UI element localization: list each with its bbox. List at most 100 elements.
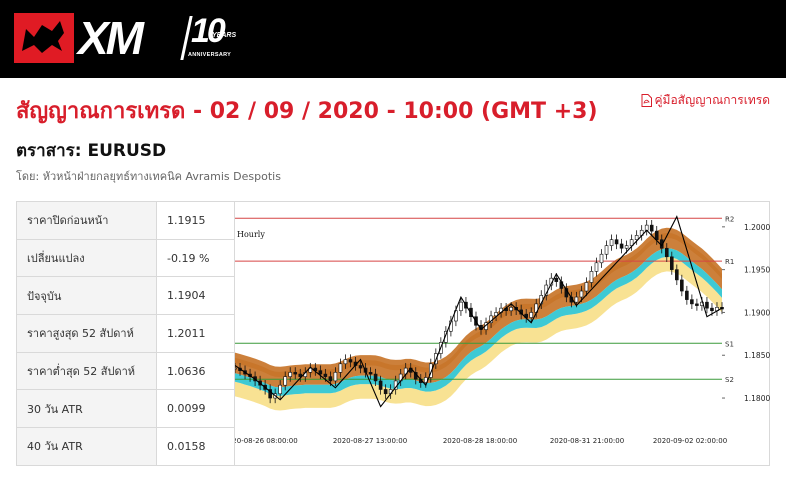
anniversary-years: YEARS bbox=[212, 32, 237, 39]
level-label-r1: R1 bbox=[725, 258, 734, 266]
candle-body bbox=[444, 330, 448, 343]
candle-body bbox=[705, 301, 709, 309]
stat-label: 40 วัน ATR bbox=[16, 427, 157, 466]
candle-body bbox=[338, 363, 343, 373]
stats-row: ราคาปิดก่อนหน้า 1.1915 bbox=[16, 201, 235, 240]
anniversary-label: ANNIVERSARY bbox=[188, 52, 232, 58]
candle-body bbox=[589, 271, 594, 283]
page-title: สัญญาณการเทรด - 02 / 09 / 2020 - 10:00 (… bbox=[16, 99, 598, 124]
candle-body bbox=[268, 389, 272, 399]
candle-body bbox=[348, 359, 353, 363]
x-tick-label: 20-08-26 08:00:00 bbox=[235, 437, 298, 445]
candle-body bbox=[554, 277, 559, 282]
trading-guide-label: คู่มือสัญญาณการเทรด bbox=[654, 93, 771, 107]
candle-body bbox=[308, 367, 313, 373]
candle-body bbox=[599, 253, 604, 264]
candle-body bbox=[383, 389, 388, 395]
candle-body bbox=[429, 363, 433, 378]
stats-row: ราคาสูงสุด 52 สัปดาห์ 1.2011 bbox=[16, 314, 235, 353]
level-label-r2: R2 bbox=[725, 215, 734, 223]
timeframe-label: Hourly bbox=[237, 230, 265, 239]
candle-body bbox=[594, 262, 599, 272]
x-tick-label: 2020-08-28 18:00:00 bbox=[443, 437, 517, 445]
candle-body bbox=[579, 290, 584, 298]
stat-value: 1.1904 bbox=[156, 276, 235, 316]
candle-body bbox=[574, 296, 579, 303]
cloud-yellow-band bbox=[235, 256, 722, 411]
stats-row: 40 วัน ATR 0.0158 bbox=[16, 427, 235, 466]
candle-body bbox=[690, 299, 694, 305]
y-tick-label: 1.1900 bbox=[744, 308, 770, 317]
candle-body bbox=[680, 279, 684, 292]
x-tick-label: 2020-08-27 13:00:00 bbox=[333, 437, 407, 445]
stats-table: ราคาปิดก่อนหน้า 1.1915 เปลี่ยนแปลง -0.19 %… bbox=[16, 201, 235, 466]
trading-guide-link[interactable]: คู่มือสัญญาณการเทรด bbox=[641, 91, 771, 110]
candle-body bbox=[378, 380, 383, 390]
stat-label: ราคาต่ำสุด 52 สัปดาห์ bbox=[16, 351, 157, 391]
candle-body bbox=[529, 312, 534, 318]
anniversary-badge: 10 YEARS ANNIVERSARY bbox=[180, 12, 245, 64]
candle-body bbox=[695, 303, 699, 306]
candle-body bbox=[710, 307, 714, 312]
pdf-icon bbox=[641, 94, 652, 107]
anniversary-number: 10 bbox=[191, 12, 226, 50]
x-tick-label: 2020-08-31 21:00:00 bbox=[550, 437, 624, 445]
y-tick-label: 1.2000 bbox=[744, 223, 770, 232]
stat-label: เปลี่ยนแปลง bbox=[16, 238, 157, 278]
price-chart[interactable]: R2 R1 S1 S2 1.2000 1.1950 1.1900 1.1850 1.1800 20… bbox=[235, 201, 770, 466]
candle-body bbox=[373, 373, 378, 382]
candle-body bbox=[328, 376, 333, 382]
candle-body bbox=[604, 245, 609, 255]
candle-body bbox=[634, 235, 639, 240]
candle-body bbox=[675, 269, 679, 281]
xm-logo[interactable]: XM bbox=[12, 10, 144, 66]
y-tick-label: 1.1950 bbox=[744, 266, 770, 275]
stats-row: ปัจจุบัน 1.1904 bbox=[16, 276, 235, 316]
chart-svg: R2 R1 S1 S2 1.2000 1.1950 1.1900 1.1850 1.1800 20… bbox=[235, 215, 770, 445]
candle-body bbox=[685, 290, 689, 300]
candle-body bbox=[283, 376, 288, 386]
logo-text: XM bbox=[78, 12, 144, 64]
level-label-s1: S1 bbox=[725, 340, 734, 348]
candle-body bbox=[298, 373, 303, 377]
candle-body bbox=[624, 245, 629, 249]
stat-label: ปัจจุบัน bbox=[16, 276, 157, 316]
top-bar: XM 10 YEARS ANNIVERSARY bbox=[0, 0, 786, 78]
candle-body bbox=[323, 373, 328, 377]
candle-body bbox=[584, 282, 589, 292]
stat-label: 30 วัน ATR bbox=[16, 389, 157, 429]
y-tick-label: 1.1850 bbox=[744, 351, 770, 360]
candle-body bbox=[459, 301, 463, 312]
zigzag-line bbox=[235, 215, 723, 408]
candle-body bbox=[358, 365, 363, 369]
candle-body bbox=[278, 384, 282, 395]
x-tick-label: 2020-09-02 02:00:00 bbox=[653, 437, 727, 445]
stat-label: ราคาสูงสุด 52 สัปดาห์ bbox=[16, 314, 157, 353]
candle-body bbox=[318, 370, 323, 375]
candle-body bbox=[333, 372, 338, 382]
candle-body bbox=[664, 247, 669, 258]
candle-body bbox=[649, 224, 654, 232]
candle-body bbox=[288, 372, 293, 377]
candle-body bbox=[293, 372, 298, 375]
stat-label: ราคาปิดก่อนหน้า bbox=[16, 201, 157, 240]
stat-value: -0.19 % bbox=[156, 238, 235, 278]
stat-value: 1.2011 bbox=[156, 314, 235, 353]
stats-row: ราคาต่ำสุด 52 สัปดาห์ 1.0636 bbox=[16, 351, 235, 391]
candle-body bbox=[619, 243, 624, 249]
stat-value: 0.0158 bbox=[156, 427, 235, 466]
instrument-heading: ตราสาร: EURUSD bbox=[16, 141, 167, 161]
level-label-s2: S2 bbox=[725, 376, 734, 384]
stat-value: 1.0636 bbox=[156, 351, 235, 391]
stats-row: 30 วัน ATR 0.0099 bbox=[16, 389, 235, 429]
candle-body bbox=[654, 230, 659, 240]
stats-row: เปลี่ยนแปลง -0.19 % bbox=[16, 238, 235, 278]
author-byline: โดย: หัวหน้าฝ่ายกลยุทธ์ทางเทคนิค Avramis… bbox=[16, 170, 281, 183]
candle-body bbox=[609, 239, 614, 246]
stat-value: 1.1915 bbox=[156, 201, 235, 240]
candle-body bbox=[494, 312, 498, 317]
candle-body bbox=[343, 359, 348, 365]
bull-logo-icon bbox=[14, 13, 74, 63]
candle-body bbox=[614, 239, 619, 245]
stat-value: 0.0099 bbox=[156, 389, 235, 429]
